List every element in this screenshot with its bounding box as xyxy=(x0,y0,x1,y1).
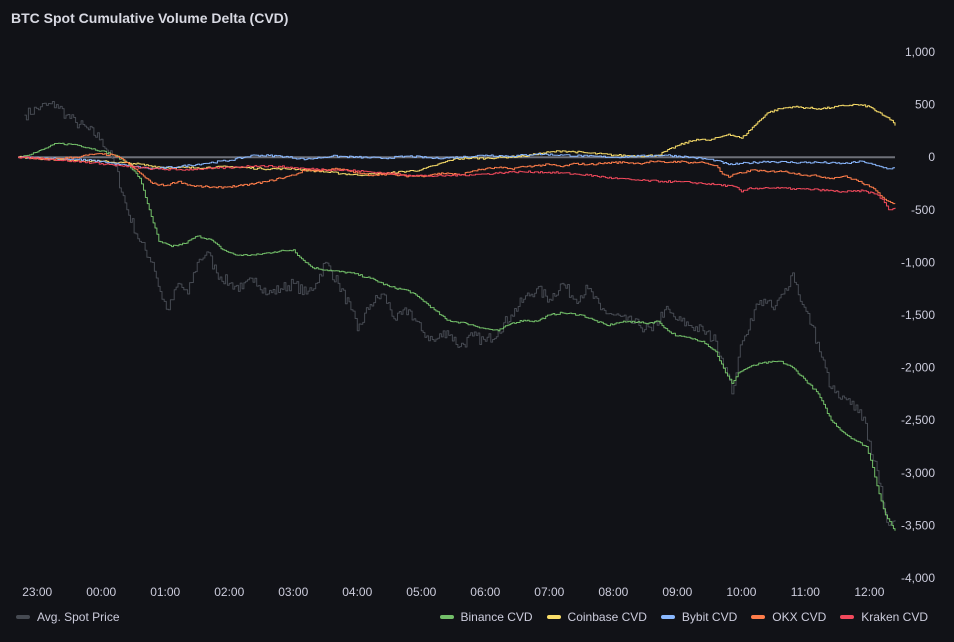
legend-swatch-kraken-cvd xyxy=(840,615,855,619)
x-tick-label: 04:00 xyxy=(342,585,372,599)
y-tick-label: 500 xyxy=(915,98,935,112)
series-line-coinbase xyxy=(18,103,896,177)
legend-label: Bybit CVD xyxy=(681,610,738,624)
x-tick-label: 12:00 xyxy=(854,585,884,599)
x-tick-label: 03:00 xyxy=(278,585,308,599)
legend-swatch-binance-cvd xyxy=(439,615,454,619)
legend-left: Avg. Spot Price xyxy=(16,610,120,624)
x-tick-label: 09:00 xyxy=(662,585,692,599)
y-tick-label: -3,500 xyxy=(901,518,935,532)
y-tick-label: -1,000 xyxy=(901,255,935,269)
x-tick-label: 11:00 xyxy=(791,585,820,599)
legend: Avg. Spot Price Binance CVD Coinbase CVD… xyxy=(0,608,954,630)
legend-label: Coinbase CVD xyxy=(567,610,647,624)
series-line-price xyxy=(24,101,896,526)
y-tick-label: -500 xyxy=(911,203,935,217)
legend-item-binance-cvd[interactable]: Binance CVD xyxy=(439,610,533,624)
series-line-bybit xyxy=(18,153,895,170)
legend-right: Binance CVD Coinbase CVD Bybit CVD OKX C… xyxy=(426,610,928,624)
x-tick-label: 06:00 xyxy=(470,585,500,599)
legend-item-bybit-cvd[interactable]: Bybit CVD xyxy=(660,610,738,624)
x-tick-label: 07:00 xyxy=(534,585,564,599)
y-tick-label: 0 xyxy=(928,150,935,164)
y-tick-label: -2,000 xyxy=(901,361,935,375)
legend-label: OKX CVD xyxy=(772,610,827,624)
legend-swatch-coinbase-cvd xyxy=(546,615,561,619)
x-tick-label: 01:00 xyxy=(150,585,180,599)
legend-label: Avg. Spot Price xyxy=(37,610,120,624)
y-axis: 1,000 500 0 -500 -1,000 -1,500 -2,000 -2,500 -3,… xyxy=(901,45,935,585)
x-tick-label: 10:00 xyxy=(726,585,756,599)
y-tick-label: -3,000 xyxy=(901,466,935,480)
y-tick-label: 1,000 xyxy=(905,45,935,59)
legend-swatch-bybit-cvd xyxy=(660,615,675,619)
legend-label: Kraken CVD xyxy=(861,610,928,624)
x-axis: 23:00 00:00 01:00 02:00 03:00 04:00 05:00 06:00… xyxy=(22,585,885,599)
series-line-kraken xyxy=(18,156,896,211)
y-tick-label: -1,500 xyxy=(901,308,935,322)
series-line-binance xyxy=(18,142,896,531)
legend-label: Binance CVD xyxy=(460,610,533,624)
legend-swatch-okx-cvd xyxy=(751,615,766,619)
x-tick-label: 05:00 xyxy=(406,585,436,599)
y-tick-label: -4,000 xyxy=(901,571,935,585)
series-line-okx xyxy=(18,153,896,205)
panel-title: BTC Spot Cumulative Volume Delta (CVD) xyxy=(11,10,289,26)
series-layer xyxy=(18,101,896,531)
x-tick-label: 00:00 xyxy=(86,585,116,599)
y-tick-label: -2,500 xyxy=(901,413,935,427)
legend-item-kraken-cvd[interactable]: Kraken CVD xyxy=(840,610,928,624)
legend-swatch-avg-spot-price xyxy=(16,615,30,619)
x-tick-label: 02:00 xyxy=(214,585,244,599)
x-tick-label: 08:00 xyxy=(598,585,628,599)
legend-item-coinbase-cvd[interactable]: Coinbase CVD xyxy=(546,610,647,624)
legend-item-okx-cvd[interactable]: OKX CVD xyxy=(751,610,826,624)
x-tick-label: 23:00 xyxy=(22,585,52,599)
legend-item-avg-spot-price[interactable]: Avg. Spot Price xyxy=(16,610,120,624)
